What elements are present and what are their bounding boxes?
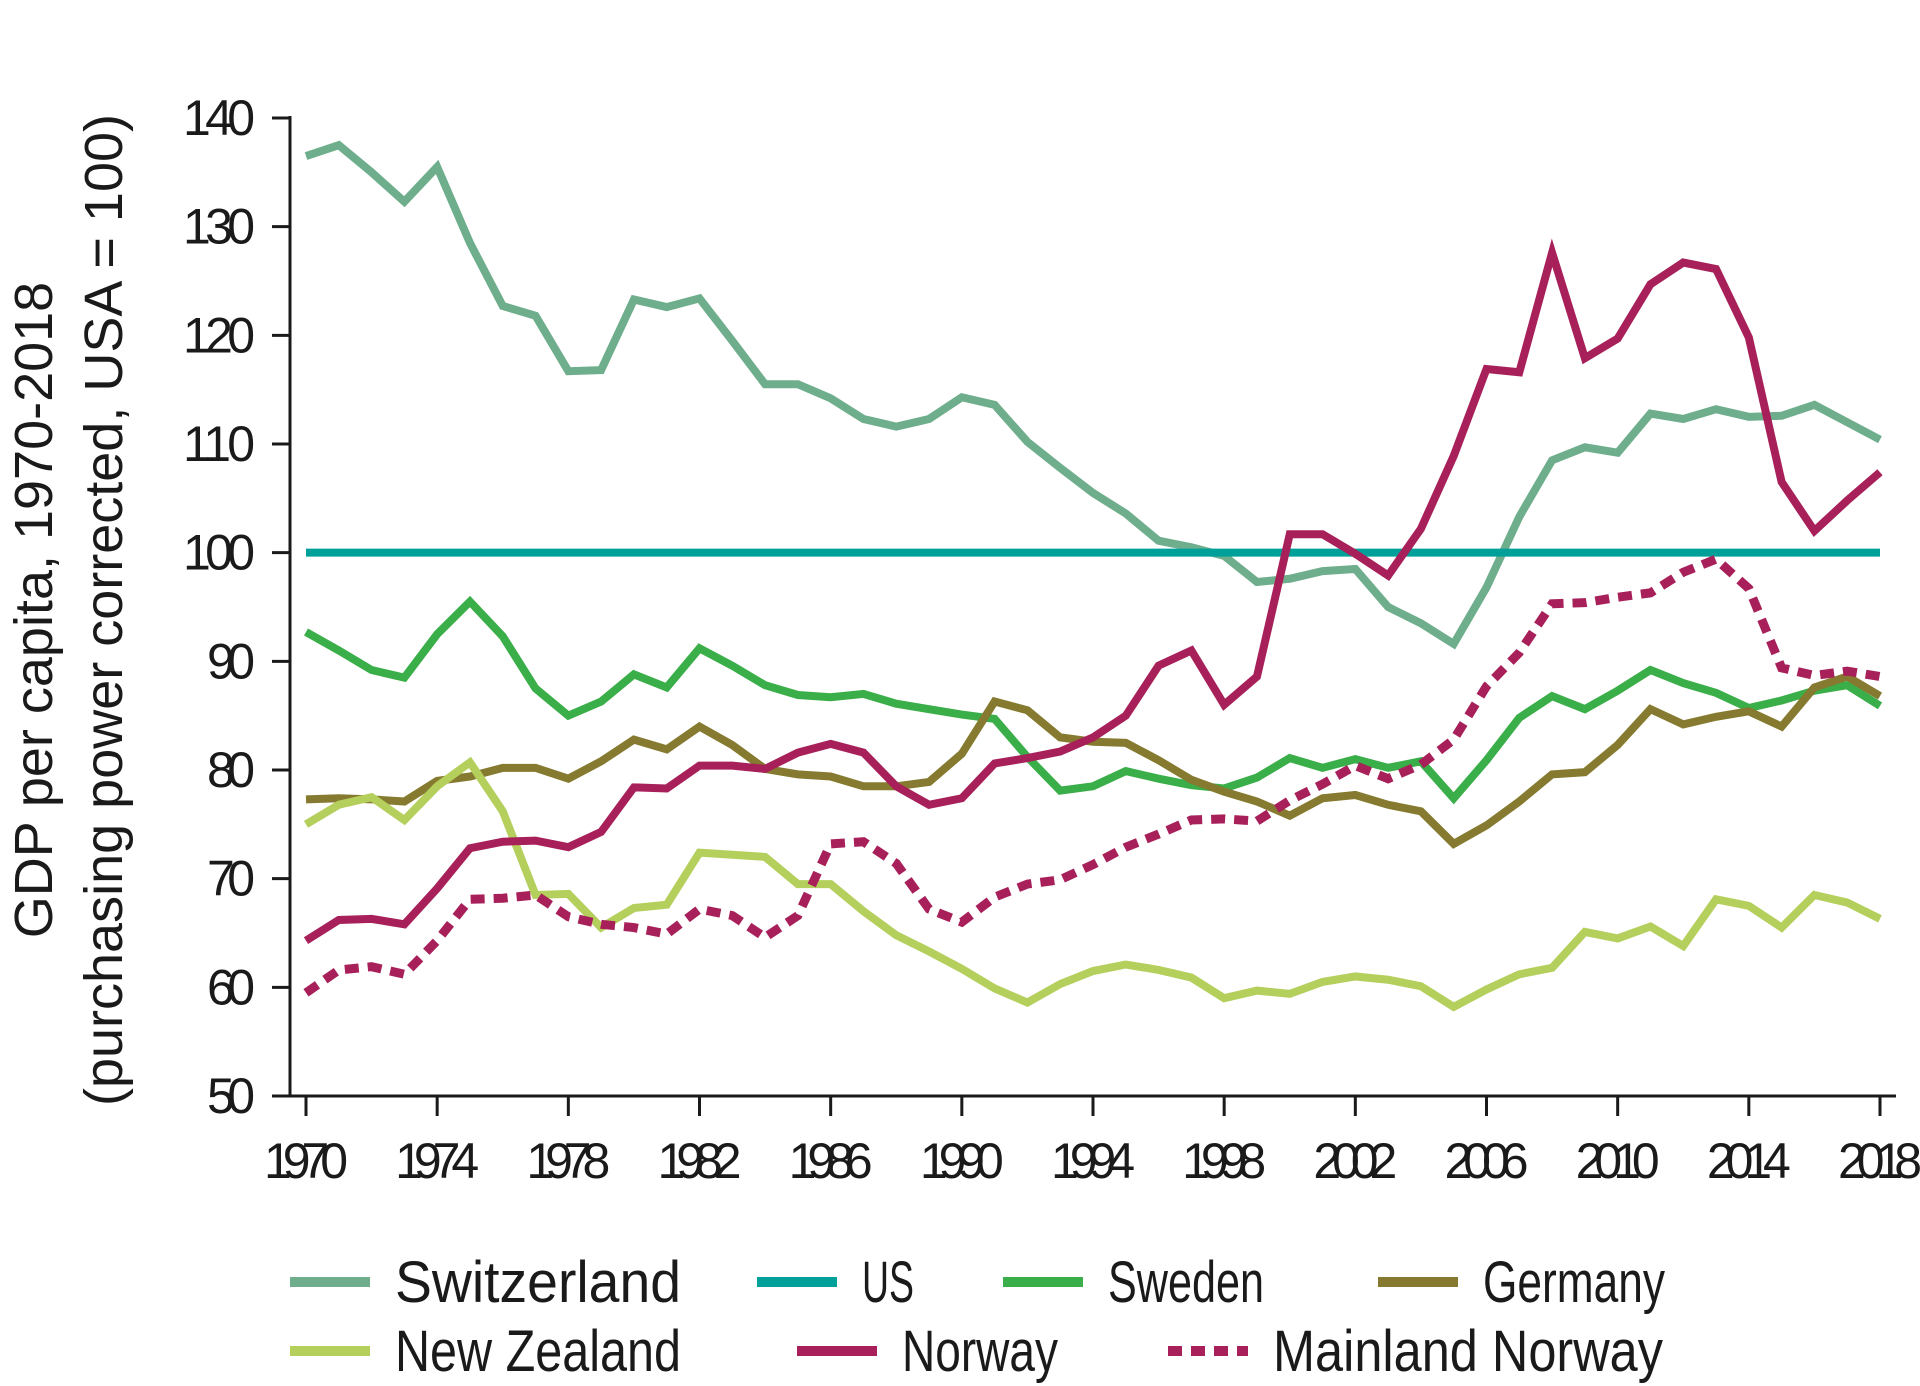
y-tick-label: 120 xyxy=(183,307,255,363)
y-tick-label: 100 xyxy=(183,525,255,581)
x-tick-label: 2010 xyxy=(1576,1133,1660,1189)
series-line-switzerland xyxy=(304,140,1882,650)
legend-label: Germany xyxy=(1483,1250,1665,1315)
legend-item-mainland-norway: Mainland Norway xyxy=(1168,1319,1663,1384)
x-tick-label: 1994 xyxy=(1051,1133,1135,1189)
series-line-germany xyxy=(305,672,1883,849)
legend: Switzerland US Sweden Germany New Zealand Nor… xyxy=(290,1250,1665,1384)
y-tick-label: 60 xyxy=(207,959,255,1015)
y-tick-label: 50 xyxy=(207,1068,255,1124)
legend-item-us: US xyxy=(757,1250,914,1315)
x-tick-label: 2014 xyxy=(1707,1133,1791,1189)
series-line-norway xyxy=(303,238,1883,944)
x-tick-label: 1982 xyxy=(658,1133,742,1189)
y-tick-label: 80 xyxy=(207,742,255,798)
legend-label: Sweden xyxy=(1108,1250,1264,1315)
x-tick-label: 2018 xyxy=(1838,1133,1920,1189)
y-axis-label: GDP per capita, 1970-2018 (purchasing po… xyxy=(4,114,134,1106)
legend-label: New Zealand xyxy=(395,1319,681,1384)
y-tick-label: 110 xyxy=(183,416,255,472)
x-tick-label: 1978 xyxy=(526,1133,610,1189)
x-tick-label: 1974 xyxy=(395,1133,479,1189)
y-tick-label: 140 xyxy=(183,90,255,146)
legend-item-germany: Germany xyxy=(1378,1250,1665,1315)
x-tick-label: 1990 xyxy=(920,1133,1004,1189)
x-tick-label: 1970 xyxy=(264,1133,348,1189)
series-line-new-zealand xyxy=(303,756,1882,1012)
series-line-mainland-norway xyxy=(303,553,1881,997)
legend-label: Switzerland xyxy=(395,1250,681,1315)
y-tick-label: 70 xyxy=(207,851,255,907)
x-tick-label: 1998 xyxy=(1182,1133,1266,1189)
legend-label: US xyxy=(862,1250,914,1315)
legend-label: Norway xyxy=(902,1319,1058,1384)
legend-item-sweden: Sweden xyxy=(1003,1250,1264,1315)
series-line-sweden xyxy=(304,595,1883,805)
legend-label: Mainland Norway xyxy=(1273,1319,1663,1384)
legend-item-switzerland: Switzerland xyxy=(290,1250,681,1315)
y-tick-label: 130 xyxy=(183,199,255,255)
x-tick-label: 2006 xyxy=(1445,1133,1529,1189)
legend-item-norway: Norway xyxy=(797,1319,1058,1384)
x-tick-label: 2002 xyxy=(1313,1133,1397,1189)
y-axis-label-line-1: GDP per capita, 1970-2018 xyxy=(4,282,64,938)
legend-item-new-zealand: New Zealand xyxy=(290,1319,681,1384)
y-tick-label: 90 xyxy=(207,633,255,689)
x-tick-label: 1986 xyxy=(789,1133,873,1189)
y-axis-label-line-2: (purchasing power corrected, USA = 100) xyxy=(74,114,134,1106)
